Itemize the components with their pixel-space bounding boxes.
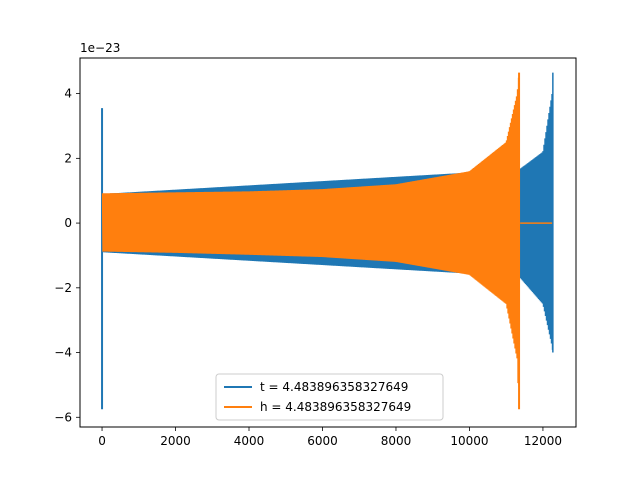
y-offset-text: 1e−23 [80, 41, 120, 55]
y-tick-label: 4 [64, 87, 72, 101]
legend-label-h: h = 4.483896358327649 [260, 400, 411, 414]
y-tick-label: 0 [64, 216, 72, 230]
x-tick-label: 2000 [160, 434, 191, 448]
x-tick-label: 10000 [450, 434, 488, 448]
plot-area [101, 72, 554, 410]
y-tick-label: −6 [54, 410, 72, 424]
legend-box [215, 373, 444, 421]
series-t-tail [518, 94, 554, 350]
series-t-body [101, 169, 520, 277]
y-tick-label: 2 [64, 151, 72, 165]
series-h-body [101, 77, 520, 388]
series-group [101, 72, 554, 410]
x-tick-label: 6000 [307, 434, 338, 448]
x-tick-label: 4000 [234, 434, 265, 448]
y-tick-label: −4 [54, 346, 72, 360]
legend-label-t: t = 4.483896358327649 [260, 380, 408, 394]
x-tick-label: 12000 [524, 434, 562, 448]
axes: 0 2000 4000 6000 8000 10000 12000 −6 −4 −2 0 2 4 [54, 57, 577, 448]
plot-frame [79, 57, 577, 428]
x-tick-label: 8000 [381, 434, 412, 448]
legend: t = 4.483896358327649 h = 4.483896358327… [215, 373, 444, 421]
y-tick-label: −2 [54, 281, 72, 295]
x-tick-label: 0 [98, 434, 106, 448]
